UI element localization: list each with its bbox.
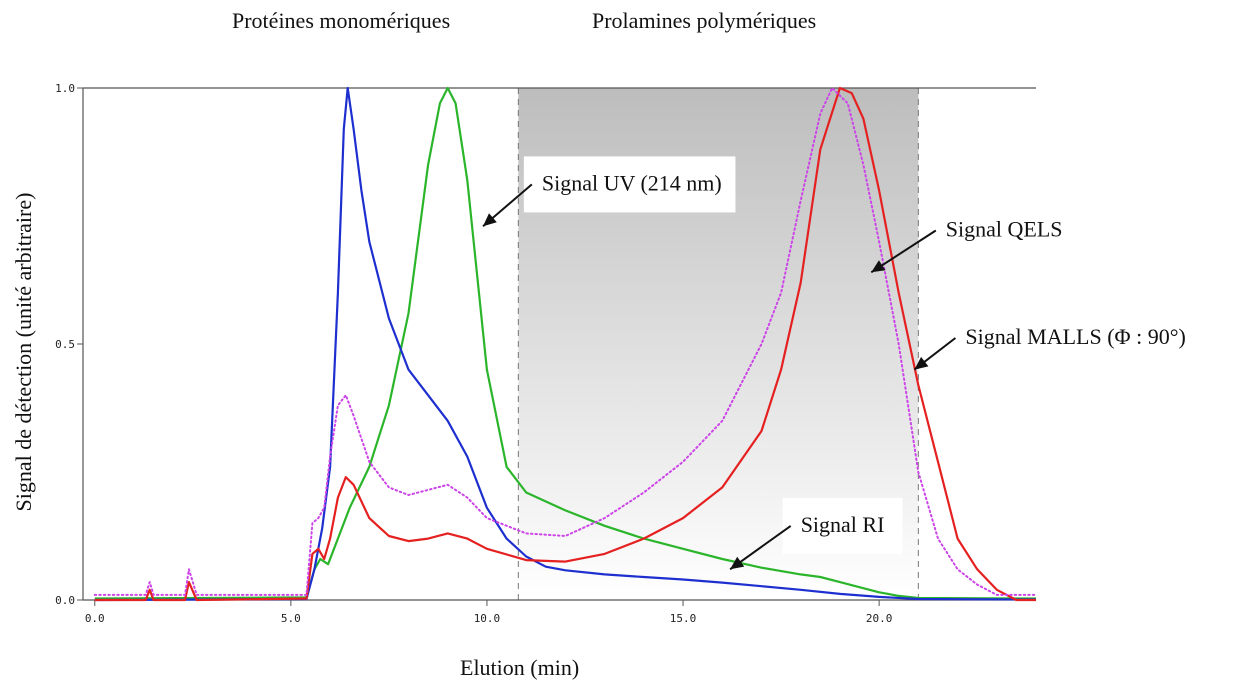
annotation-qels-label: Signal QELS xyxy=(946,216,1063,241)
annotation-qels-arrow-head xyxy=(871,260,886,273)
x-tick-label: 10.0 xyxy=(474,612,501,625)
annotation-malls-label: Signal MALLS (Φ : 90°) xyxy=(965,324,1185,349)
x-tick-label: 15.0 xyxy=(670,612,697,625)
x-tick-label: 5.0 xyxy=(281,612,301,625)
series-uv-line xyxy=(94,86,1037,600)
annotation-uv-arrow-head xyxy=(483,213,497,227)
annotation-ri-label: Signal RI xyxy=(801,512,885,537)
annotation-uv-box xyxy=(523,156,736,213)
y-tick-label: 1.0 xyxy=(55,82,75,95)
region-label-polymeric: Prolamines polymériques xyxy=(592,8,817,33)
x-tick-label: 20.0 xyxy=(866,612,893,625)
y-tick-label: 0.5 xyxy=(55,338,75,351)
region-label-monomeric: Protéines monomériques xyxy=(232,8,451,33)
annotation-ri-arrow-head xyxy=(730,556,745,570)
annotation-ri-box xyxy=(782,497,903,554)
annotation-malls-arrow-head xyxy=(914,356,929,370)
x-tick-label: 0.0 xyxy=(85,612,105,625)
series-malls-line xyxy=(93,87,1037,596)
series-ri-line xyxy=(94,86,1037,602)
x-axis-label: Elution (min) xyxy=(460,655,580,680)
annotation-uv-label: Signal UV (214 nm) xyxy=(542,170,722,195)
y-tick-label: 0.0 xyxy=(55,594,75,607)
